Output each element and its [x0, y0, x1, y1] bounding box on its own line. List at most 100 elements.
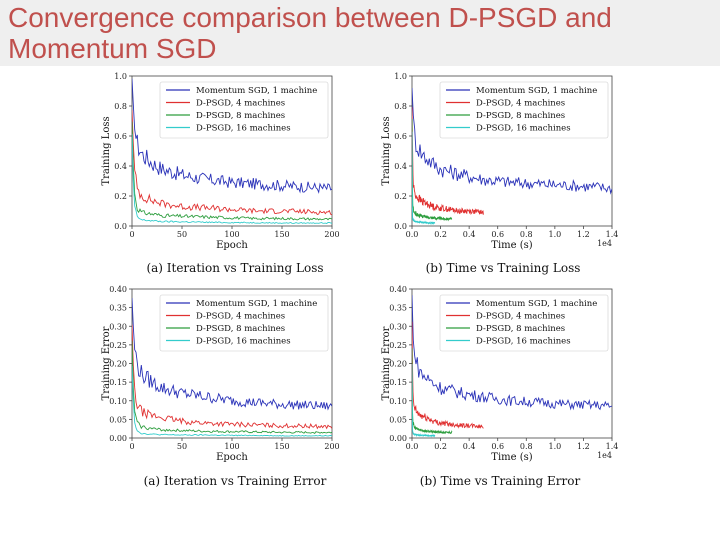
x-scale-note: 1e4: [597, 239, 612, 248]
x-tick-label: 1.2: [577, 230, 590, 239]
legend-entry: D-PSGD, 4 machines: [476, 99, 565, 109]
chart-panel-1: 0 50 100 150 200 0.0 0.2 0.4 0.6 0.8 1.0 Epoch Train…: [101, 72, 340, 275]
legend-entry: D-PSGD, 8 machines: [476, 324, 565, 334]
y-tick-label: 0.00: [109, 434, 127, 443]
chart-panel-3: 0 50 100 150 200 0.00 0.05 0.10 0.15 0.20 0.25 0.30…: [101, 285, 340, 488]
x-tick-label: 200: [324, 442, 339, 451]
x-tick-label: 100: [224, 230, 239, 239]
x-axis-label: Time (s): [491, 240, 532, 251]
y-tick-label: 0.05: [389, 415, 407, 424]
y-tick-label: 0.00: [389, 434, 407, 443]
legend-box: [159, 294, 329, 352]
legend: Momentum SGD, 1 machine D-PSGD, 4 machine…: [439, 81, 609, 139]
y-tick-label: 0.40: [109, 285, 127, 294]
chart-panel-2: 0.0 0.2 0.4 0.6 0.8 1.0 1.2 1.4 0.0 0.2 0.4 0.6 0.8 1…: [381, 72, 618, 275]
y-axis-label: Training Loss: [381, 116, 392, 185]
series-line-1: [412, 295, 612, 411]
x-tick-label: 50: [177, 230, 187, 239]
x-axis-label: Epoch: [216, 240, 248, 251]
y-tick-label: 0.2: [394, 192, 407, 201]
y-tick-label: 0.05: [109, 415, 127, 424]
title-bar: Convergence comparison between D-PSGD an…: [0, 0, 720, 66]
x-tick-label: 150: [274, 442, 289, 451]
y-tick-label: 0.35: [389, 304, 407, 313]
legend-entry: Momentum SGD, 1 machine: [476, 86, 597, 96]
legend-entry: D-PSGD, 16 machines: [476, 337, 571, 347]
y-tick-label: 0.30: [109, 322, 127, 331]
y-tick-label: 0.6: [394, 132, 407, 141]
series-line-3: [132, 340, 332, 434]
y-tick-label: 0.0: [394, 222, 407, 231]
y-tick-label: 0.35: [109, 304, 127, 313]
chart-caption: (b) Time vs Training Loss: [426, 261, 581, 275]
chart-caption: (a) Iteration vs Training Loss: [146, 261, 323, 275]
legend-entry: Momentum SGD, 1 machine: [196, 86, 317, 96]
y-tick-label: 0.2: [114, 192, 127, 201]
y-tick-label: 0.0: [114, 222, 127, 231]
x-tick-label: 0.8: [520, 230, 533, 239]
legend-entry: D-PSGD, 8 machines: [476, 111, 565, 121]
chart-caption: (a) Iteration vs Training Error: [144, 474, 327, 488]
y-axis-label: Training Loss: [101, 116, 112, 185]
y-tick-label: 0.10: [389, 397, 407, 406]
series-line-2: [132, 324, 332, 430]
x-axis-label: Time (s): [491, 452, 532, 463]
legend-entry: D-PSGD, 4 machines: [196, 99, 285, 109]
series-line-1: [132, 78, 332, 194]
y-tick-label: 0.15: [109, 378, 127, 387]
y-tick-label: 0.25: [389, 341, 407, 350]
legend: Momentum SGD, 1 machine D-PSGD, 4 machine…: [159, 81, 329, 139]
y-tick-label: 0.15: [389, 378, 407, 387]
x-tick-label: 1.0: [548, 230, 561, 239]
legend-entry: D-PSGD, 16 machines: [476, 124, 571, 134]
x-tick-label: 0.2: [434, 442, 447, 451]
y-tick-label: 1.0: [394, 72, 407, 81]
x-tick-label: 1.4: [606, 442, 619, 451]
x-tick-label: 150: [274, 230, 289, 239]
series-line-4: [412, 131, 436, 226]
chart-caption: (b) Time vs Training Error: [420, 474, 581, 488]
y-tick-label: 0.30: [389, 322, 407, 331]
x-tick-label: 0.0: [406, 230, 419, 239]
x-tick-label: 0.2: [434, 230, 447, 239]
legend-entry: D-PSGD, 16 machines: [196, 124, 291, 134]
x-tick-label: 50: [177, 442, 187, 451]
legend-entry: Momentum SGD, 1 machine: [196, 299, 317, 309]
y-tick-label: 0.8: [114, 102, 127, 111]
y-axis-label: Training Error: [381, 326, 392, 400]
x-tick-label: 1.2: [577, 442, 590, 451]
y-tick-label: 0.10: [109, 397, 127, 406]
legend: Momentum SGD, 1 machine D-PSGD, 4 machine…: [439, 294, 609, 352]
x-tick-label: 0.8: [520, 442, 533, 451]
legend-entry: D-PSGD, 8 machines: [196, 111, 285, 121]
x-scale-note: 1e4: [597, 451, 612, 460]
y-tick-label: 1.0: [114, 72, 127, 81]
legend-entry: D-PSGD, 8 machines: [196, 324, 285, 334]
y-tick-label: 0.20: [109, 360, 127, 369]
series-line-3: [412, 348, 453, 435]
legend-box: [439, 81, 609, 139]
y-tick-label: 0.4: [114, 162, 127, 171]
legend-box: [439, 294, 609, 352]
y-tick-label: 0.4: [394, 162, 407, 171]
series-line-2: [412, 321, 484, 429]
x-tick-label: 100: [224, 442, 239, 451]
chart-panel-4: 0.0 0.2 0.4 0.6 0.8 1.0 1.2 1.4 0.00 0.05 0.10 0.15…: [381, 285, 618, 488]
x-axis-label: Epoch: [216, 452, 248, 463]
y-tick-label: 0.40: [389, 285, 407, 294]
legend-entry: D-PSGD, 4 machines: [196, 312, 285, 322]
series-line-2: [132, 110, 332, 216]
y-tick-label: 0.20: [389, 360, 407, 369]
y-tick-label: 0.6: [114, 132, 127, 141]
x-tick-label: 0.4: [463, 230, 476, 239]
x-tick-label: 0.6: [491, 442, 504, 451]
x-tick-label: 1.0: [548, 442, 561, 451]
series-line-4: [132, 365, 332, 437]
series-line-4: [412, 363, 436, 438]
legend-box: [159, 81, 329, 139]
legend: Momentum SGD, 1 machine D-PSGD, 4 machine…: [159, 294, 329, 352]
series-line-2: [412, 107, 484, 216]
x-tick-label: 200: [324, 230, 339, 239]
x-tick-label: 0: [129, 230, 134, 239]
